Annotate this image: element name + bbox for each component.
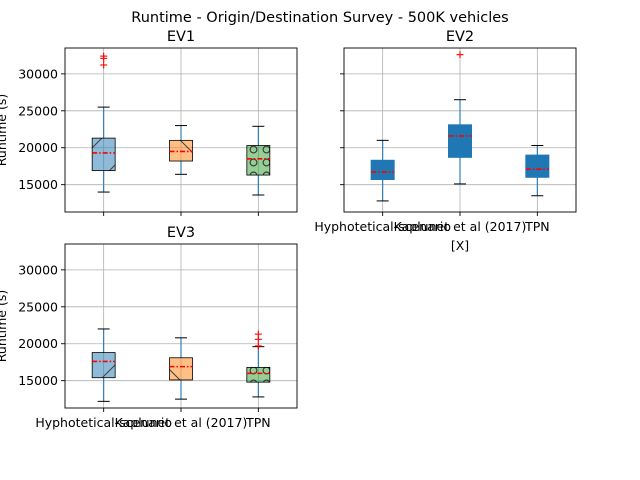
y-tick-label: 30000: [18, 66, 58, 81]
box-hatch: [169, 357, 193, 380]
box-outline: [91, 352, 116, 379]
box-1: [370, 139, 395, 202]
box-2: [169, 125, 193, 175]
box-3: [246, 125, 271, 196]
outlier-marker: [100, 52, 108, 60]
box-outline: [246, 366, 271, 383]
y-tick-label: 25000: [18, 103, 58, 118]
box-hatch: [246, 145, 270, 176]
box-2: [169, 337, 193, 400]
box-hatch: [92, 138, 116, 171]
subplot-title: EV2: [446, 29, 474, 45]
outlier-marker: [456, 51, 464, 59]
box-fill: [448, 124, 472, 158]
box-hatch: [246, 367, 270, 383]
box-1: [91, 52, 116, 193]
box-hatch: [92, 352, 116, 378]
x-tick-label: Hyphotetical-scenario: [314, 219, 451, 234]
box-outline: [91, 137, 116, 172]
box-outline: [169, 357, 193, 381]
subplot-ev1: 15000 20000 25000 30000 EV1 Runtime (s): [0, 29, 298, 216]
box-3: [246, 330, 271, 398]
y-tick-label: 15000: [18, 373, 58, 388]
y-axis-label: Runtime (s): [0, 290, 9, 362]
y-tick-label: 20000: [18, 336, 58, 351]
figure-title: Runtime - Origin/Destination Survey - 50…: [131, 10, 508, 26]
y-axis-label: Runtime (s): [0, 94, 9, 166]
y-tick-label: 20000: [18, 140, 58, 155]
outlier-marker: [100, 61, 108, 69]
box-2: [448, 51, 472, 185]
x-tick-label: Hyphotetical-scenario: [35, 415, 172, 430]
y-tick-label: 15000: [18, 177, 58, 192]
y-tick-label: 30000: [18, 262, 58, 277]
x-tick-label: TPN: [524, 219, 550, 234]
subplot-title: EV3: [167, 225, 195, 241]
subplot-title: EV1: [167, 29, 195, 45]
box-fill: [370, 159, 395, 180]
x-axis-label: [X]: [451, 238, 469, 253]
box-fill: [525, 154, 550, 178]
x-tick-label: TPN: [245, 415, 271, 430]
outlier-marker: [254, 342, 262, 350]
box-3: [525, 145, 550, 197]
x-tick-label: Kaplunet et al (2017): [394, 219, 527, 234]
y-tick-label: 25000: [18, 299, 58, 314]
box-outline: [246, 145, 271, 176]
outlier-marker: [254, 330, 262, 338]
x-tick-label: Kaplunet et al (2017): [115, 415, 248, 430]
box-1: [91, 328, 116, 402]
subplot-ev3: 15000 20000 25000 30000 Hyphotetical-scenari…: [0, 225, 298, 430]
